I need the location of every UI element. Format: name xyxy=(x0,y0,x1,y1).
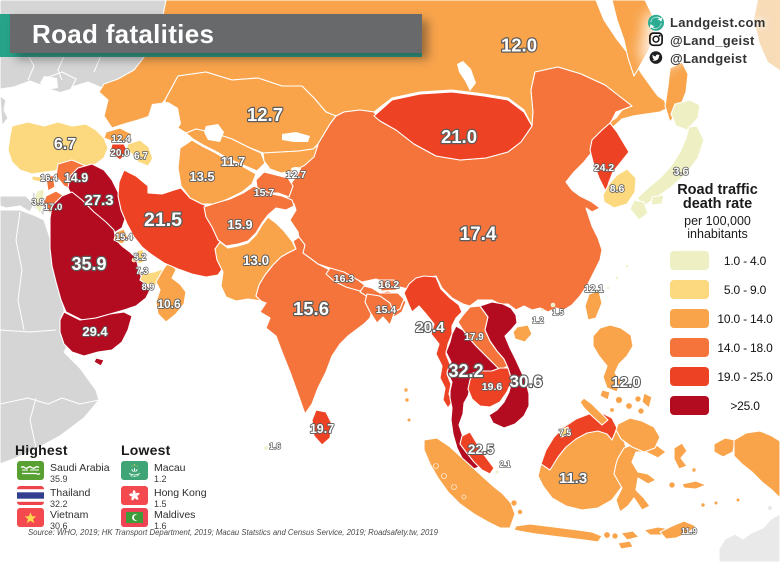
svg-text:19.6: 19.6 xyxy=(482,381,503,393)
svg-text:16.2: 16.2 xyxy=(379,279,400,291)
svg-text:20.4: 20.4 xyxy=(415,319,445,336)
svg-text:22.5: 22.5 xyxy=(468,442,495,457)
svg-text:29.4: 29.4 xyxy=(82,324,108,339)
svg-text:14.9: 14.9 xyxy=(64,171,88,185)
svg-text:21.0: 21.0 xyxy=(441,126,477,147)
svg-text:15.9: 15.9 xyxy=(227,217,252,232)
svg-text:17.9: 17.9 xyxy=(464,332,484,343)
svg-text:19.7: 19.7 xyxy=(310,422,334,436)
svg-text:7.5: 7.5 xyxy=(559,428,572,438)
svg-text:2.1: 2.1 xyxy=(499,460,511,469)
svg-text:12.7: 12.7 xyxy=(247,104,283,125)
svg-text:35.9: 35.9 xyxy=(71,254,106,274)
svg-text:15.4: 15.4 xyxy=(376,304,397,316)
svg-text:1.5: 1.5 xyxy=(552,307,564,317)
svg-text:11.9: 11.9 xyxy=(681,526,697,536)
svg-text:16.4: 16.4 xyxy=(40,173,58,183)
svg-text:15.7: 15.7 xyxy=(254,187,275,199)
svg-text:17.4: 17.4 xyxy=(460,224,497,245)
svg-text:1.2: 1.2 xyxy=(532,315,544,325)
svg-text:13.0: 13.0 xyxy=(243,253,269,268)
svg-text:12.0: 12.0 xyxy=(501,35,537,56)
svg-text:6.7: 6.7 xyxy=(54,136,76,153)
svg-text:6.7: 6.7 xyxy=(134,151,148,162)
svg-text:15.6: 15.6 xyxy=(293,298,329,319)
svg-text:21.5: 21.5 xyxy=(144,209,182,231)
svg-text:30.6: 30.6 xyxy=(509,372,542,391)
svg-text:7.3: 7.3 xyxy=(136,266,149,276)
svg-text:8.9: 8.9 xyxy=(142,282,155,292)
svg-text:5.2: 5.2 xyxy=(134,252,147,262)
svg-text:12.0: 12.0 xyxy=(611,374,640,391)
svg-text:16.3: 16.3 xyxy=(334,273,355,285)
svg-text:11.3: 11.3 xyxy=(559,470,587,487)
svg-text:12.1: 12.1 xyxy=(584,284,604,295)
svg-text:15.4: 15.4 xyxy=(115,232,133,242)
svg-text:17.0: 17.0 xyxy=(44,202,63,213)
svg-text:12.4: 12.4 xyxy=(111,134,131,145)
svg-text:1.6: 1.6 xyxy=(269,441,281,451)
svg-text:20.0: 20.0 xyxy=(110,148,130,159)
svg-text:10.6: 10.6 xyxy=(157,297,181,311)
svg-text:24.2: 24.2 xyxy=(594,162,615,174)
svg-text:32.2: 32.2 xyxy=(448,361,483,381)
svg-text:3.6: 3.6 xyxy=(673,166,688,178)
svg-text:27.3: 27.3 xyxy=(84,192,113,209)
svg-text:8.6: 8.6 xyxy=(610,183,625,195)
svg-text:3.9: 3.9 xyxy=(32,197,45,207)
svg-text:12.7: 12.7 xyxy=(286,169,307,181)
svg-text:13.5: 13.5 xyxy=(189,169,214,184)
svg-text:11.7: 11.7 xyxy=(221,154,246,169)
